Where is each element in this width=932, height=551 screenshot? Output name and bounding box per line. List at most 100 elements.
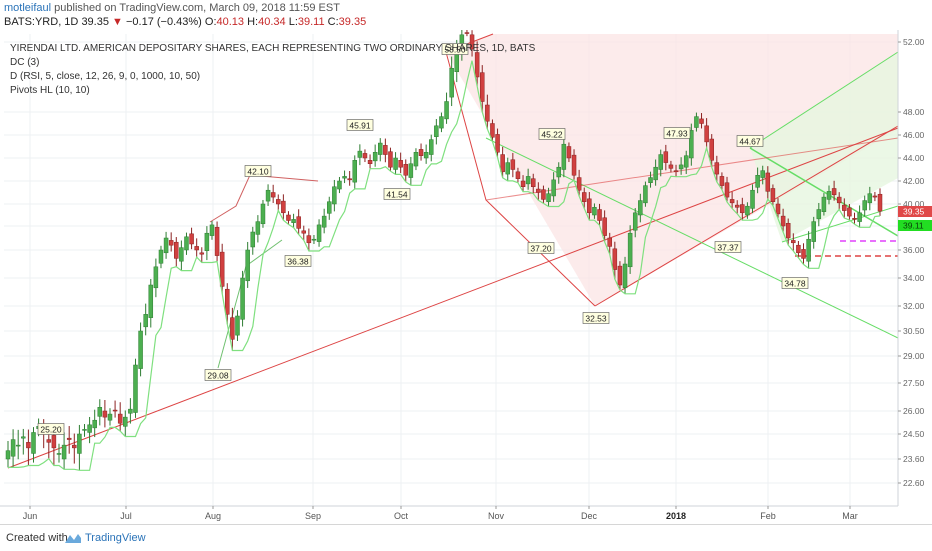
price-tick-label: 34.00 xyxy=(903,273,925,283)
pivot-label-box xyxy=(538,128,566,140)
candle xyxy=(495,128,500,158)
pivot-label: 29.08 xyxy=(207,371,229,381)
candle xyxy=(663,144,669,171)
candle xyxy=(372,144,378,167)
candle xyxy=(15,429,21,460)
candle xyxy=(362,149,368,163)
candle-body xyxy=(179,247,184,262)
candle-body xyxy=(740,204,745,214)
symbol-title: YIRENDAI LTD. AMERICAN DEPOSITARY SHARES… xyxy=(10,43,536,54)
candle-body xyxy=(388,151,393,168)
chart-area[interactable]: 25.20 42.10 29.08 36.38 45.91 41.54 53.50 45.22… xyxy=(0,1,932,524)
pivot-label-box xyxy=(714,241,742,253)
candle xyxy=(342,170,347,184)
candle-body xyxy=(632,212,638,231)
candle-body xyxy=(26,442,31,449)
candle xyxy=(520,175,526,192)
pivot-label-box xyxy=(37,423,65,435)
pivot-label-box xyxy=(244,165,272,177)
candle-body xyxy=(668,164,674,169)
candle xyxy=(643,181,648,207)
indicator-pivots[interactable]: Pivots HL (10, 10) xyxy=(10,85,90,96)
pivot-label: 41.54 xyxy=(386,190,408,200)
candle xyxy=(576,169,582,197)
candle xyxy=(622,256,628,294)
open-value: 40.13 xyxy=(216,16,245,28)
candle-body xyxy=(852,218,857,220)
candle xyxy=(653,159,658,186)
candle xyxy=(393,152,398,175)
candle xyxy=(112,400,118,418)
candle xyxy=(413,148,419,171)
candle xyxy=(750,184,755,214)
candle xyxy=(250,226,256,255)
price-chart[interactable]: 25.20 42.10 29.08 36.38 45.91 41.54 53.50 45.22… xyxy=(0,1,932,524)
indicator-dc[interactable]: DC (3) xyxy=(10,57,40,68)
candle-body xyxy=(520,180,526,187)
candle xyxy=(291,213,296,228)
candle xyxy=(92,409,97,438)
candle-body xyxy=(791,240,796,244)
candle xyxy=(541,185,546,204)
pivot-label: 37.20 xyxy=(530,244,552,254)
candle-body xyxy=(143,314,148,328)
candle-body xyxy=(123,416,128,427)
indicator-d[interactable]: D (RSI, 5, close, 12, 26, 9, 0, 1000, 10… xyxy=(10,71,201,82)
candle xyxy=(796,241,801,258)
pivot-label-box xyxy=(441,43,469,55)
close-value: 39.35 xyxy=(338,16,367,28)
candle-body xyxy=(230,317,235,340)
candle-body xyxy=(877,193,883,212)
candle xyxy=(770,184,776,206)
candle xyxy=(311,235,317,244)
candle xyxy=(530,173,536,194)
candle xyxy=(204,226,210,261)
candle-body xyxy=(587,198,592,214)
candle xyxy=(724,176,730,203)
candle-body xyxy=(10,439,16,457)
candle-body xyxy=(321,215,327,228)
candle xyxy=(133,358,138,418)
price-tick-label: 24.50 xyxy=(903,429,925,439)
candle-body xyxy=(862,200,867,211)
candle-body xyxy=(750,189,755,209)
candle-body xyxy=(423,152,429,159)
candle-body xyxy=(515,171,521,179)
candle-body xyxy=(31,432,36,454)
candle xyxy=(551,172,556,202)
candle xyxy=(138,322,143,377)
candle-body xyxy=(291,219,296,223)
candle xyxy=(678,157,684,175)
candle xyxy=(347,170,352,186)
candle-body xyxy=(571,154,577,176)
candle xyxy=(26,429,31,466)
candle-body xyxy=(219,251,225,287)
candle-body xyxy=(775,203,781,215)
candle-body xyxy=(872,195,878,198)
candle-body xyxy=(398,160,403,168)
candle-body xyxy=(469,34,475,50)
candle-body xyxy=(378,142,383,155)
candle-body xyxy=(485,104,490,122)
price-tick-label: 42.00 xyxy=(903,176,925,186)
candle xyxy=(255,215,261,243)
candle xyxy=(352,155,358,189)
green-channel-fill xyxy=(750,52,898,242)
candle xyxy=(423,144,429,164)
pivot-label: 47.93 xyxy=(666,129,688,139)
candle xyxy=(872,191,878,202)
candle xyxy=(184,232,189,255)
candle-body xyxy=(734,204,740,208)
author-link[interactable]: motleifaul xyxy=(4,2,52,14)
candle-body xyxy=(87,424,92,433)
candle-body xyxy=(133,364,138,413)
candle-body xyxy=(189,233,194,245)
candle-body xyxy=(699,118,704,124)
candle xyxy=(801,243,806,265)
tradingview-brand[interactable]: TradingView xyxy=(85,532,146,544)
candle-body xyxy=(755,175,760,188)
candle-body xyxy=(602,217,607,236)
pivot-label: 44.67 xyxy=(739,137,761,147)
candle-body xyxy=(174,241,179,259)
candle xyxy=(515,167,521,183)
